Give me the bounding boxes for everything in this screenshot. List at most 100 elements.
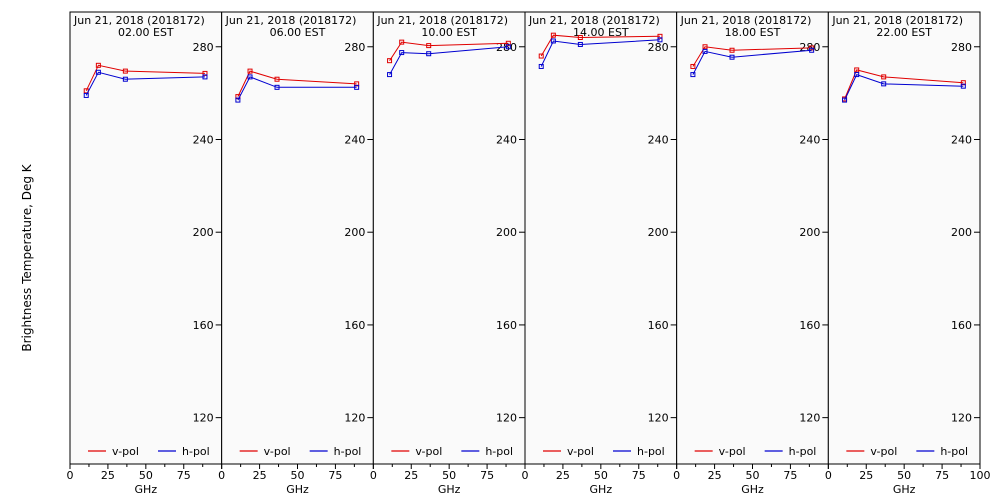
data-point-h-pol: [854, 72, 860, 78]
panel-2: Jun 21, 2018 (2018172)06.00 EST 120 160 200…: [218, 11, 374, 496]
y-tick-label: 120: [496, 412, 517, 425]
x-tick-label: 25: [556, 469, 570, 482]
legend-label: h-pol: [789, 445, 817, 458]
data-point-h-pol: [83, 92, 89, 98]
x-tick-label: 25: [253, 469, 267, 482]
x-tick-label: 75: [783, 469, 797, 482]
data-point-h-pol: [122, 76, 128, 82]
y-tick-label: 240: [344, 133, 365, 146]
x-tick-label: 0: [218, 469, 225, 482]
y-tick-label: 240: [193, 133, 214, 146]
x-tick-label: 50: [746, 469, 760, 482]
y-tick-label: 200: [496, 226, 517, 239]
x-tick-label: 75: [328, 469, 342, 482]
y-tick-label: 160: [193, 319, 214, 332]
data-point-v-pol: [387, 58, 393, 64]
data-point-v-pol: [657, 33, 663, 39]
legend-label: v-pol: [112, 445, 139, 458]
x-axis-label: GHz: [438, 483, 461, 496]
y-tick-label: 280: [648, 41, 669, 54]
x-tick-label: 75: [935, 469, 949, 482]
legend-label: h-pol: [182, 445, 210, 458]
series-line-h-pol: [844, 73, 964, 101]
legend-label: v-pol: [719, 445, 746, 458]
y-tick-label: 160: [496, 319, 517, 332]
figure-ylabel: Brightness Temperature, Deg K: [20, 163, 34, 351]
x-tick-label: 25: [859, 469, 873, 482]
series-line-h-pol: [85, 71, 206, 96]
x-tick-label: 25: [708, 469, 722, 482]
legend-label: v-pol: [870, 445, 897, 458]
data-point-v-pol: [426, 43, 432, 49]
data-point-v-pol: [729, 47, 735, 53]
x-axis-label: GHz: [893, 483, 916, 496]
x-tick-label: 0: [67, 469, 74, 482]
data-point-h-pol: [702, 48, 708, 54]
panel-frame: [827, 11, 981, 465]
panel-title: Jun 21, 2018 (2018172): [680, 14, 812, 27]
legend-label: v-pol: [415, 445, 442, 458]
data-point-h-pol: [505, 44, 511, 50]
panel-subtitle: 14.00 EST: [573, 26, 629, 39]
panel-subtitle: 10.00 EST: [421, 26, 477, 39]
data-point-v-pol: [122, 68, 128, 74]
x-tick-label: 0: [673, 469, 680, 482]
panel-3: Jun 21, 2018 (2018172)10.00 EST 120 160 200…: [370, 11, 526, 496]
legend-label: h-pol: [940, 445, 968, 458]
panel-frame: [524, 11, 678, 465]
y-tick-label: 160: [799, 319, 820, 332]
panel-subtitle: 22.00 EST: [876, 26, 932, 39]
x-tick-label: 75: [480, 469, 494, 482]
panel-6: Jun 21, 2018 (2018172)22.00 EST 120 160 200…: [825, 11, 991, 496]
data-point-h-pol: [960, 83, 966, 89]
data-point-v-pol: [881, 74, 887, 80]
series-line-v-pol: [844, 69, 964, 100]
x-axis-label: GHz: [590, 483, 613, 496]
x-tick-label: 0: [522, 469, 529, 482]
x-axis-label: GHz: [286, 483, 309, 496]
x-tick-label: 75: [177, 469, 191, 482]
panel-4: Jun 21, 2018 (2018172)14.00 EST 120 160 200…: [522, 11, 678, 496]
panel-title: Jun 21, 2018 (2018172): [376, 14, 508, 27]
data-point-v-pol: [854, 67, 860, 73]
y-tick-label: 160: [648, 319, 669, 332]
legend-label: h-pol: [637, 445, 665, 458]
x-tick-label: 0: [825, 469, 832, 482]
data-point-v-pol: [960, 80, 966, 86]
y-tick-label: 280: [344, 41, 365, 54]
y-tick-label: 280: [951, 41, 972, 54]
y-tick-label: 280: [193, 41, 214, 54]
data-point-h-pol: [842, 97, 848, 103]
series-line-v-pol: [540, 34, 661, 57]
data-point-h-pol: [95, 69, 101, 75]
x-tick-label: 50: [594, 469, 608, 482]
data-point-h-pol: [235, 97, 241, 103]
data-point-v-pol: [505, 40, 511, 46]
x-tick-label: 50: [139, 469, 153, 482]
panel-frame: [676, 11, 829, 465]
data-point-h-pol: [538, 63, 544, 69]
data-point-h-pol: [577, 41, 583, 47]
y-tick-label: 240: [799, 133, 820, 146]
y-tick-label: 120: [193, 412, 214, 425]
data-point-h-pol: [202, 74, 208, 80]
panel-title: Jun 21, 2018 (2018172): [528, 14, 660, 27]
data-point-v-pol: [702, 44, 708, 50]
y-tick-label: 200: [648, 226, 669, 239]
data-point-h-pol: [274, 84, 280, 90]
y-tick-label: 240: [496, 133, 517, 146]
legend-label: h-pol: [485, 445, 513, 458]
panel-title: Jun 21, 2018 (2018172): [831, 14, 963, 27]
data-point-v-pol: [202, 70, 208, 76]
y-tick-label: 240: [648, 133, 669, 146]
y-tick-label: 160: [951, 319, 972, 332]
x-tick-label: 75: [632, 469, 646, 482]
data-point-v-pol: [354, 81, 360, 87]
data-point-h-pol: [881, 81, 887, 87]
x-tick-label: 25: [404, 469, 418, 482]
series-line-v-pol: [85, 64, 206, 92]
data-point-h-pol: [354, 84, 360, 90]
data-point-h-pol: [247, 74, 253, 80]
data-point-v-pol: [399, 39, 405, 45]
